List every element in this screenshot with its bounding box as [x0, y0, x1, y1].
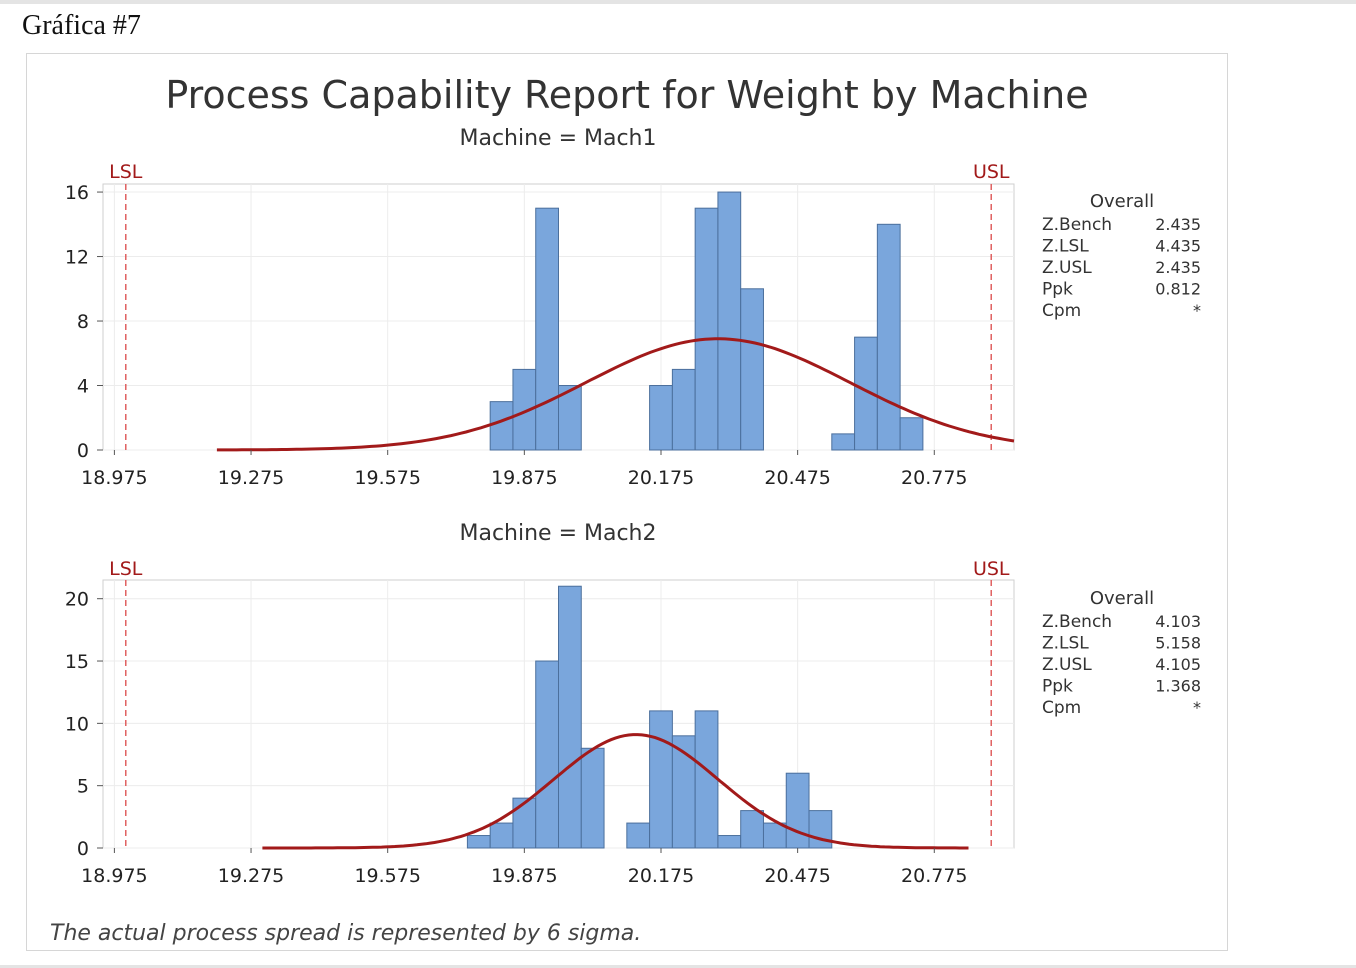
y-tick-label: 8 [77, 311, 89, 333]
histogram-bar [489, 401, 514, 451]
stat-value: 4.105 [1155, 655, 1201, 674]
histogram-bar [876, 223, 901, 451]
histogram-bar [626, 822, 651, 849]
panel-1: Machine = Mach1 LSL USL 0 4 8 12 16 18.975 19.275… [65, 126, 1201, 489]
stat-label: Z.USL [1042, 655, 1092, 675]
stat-value: 2.435 [1155, 215, 1201, 234]
y-tick-label: 16 [65, 182, 89, 204]
histogram-bar [512, 797, 537, 849]
histogram-bar [899, 417, 924, 451]
histogram-bar [671, 368, 696, 451]
chart-title: Process Capability Report for Weight by … [165, 73, 1088, 117]
lsl-label: LSL [109, 558, 143, 580]
histogram-bar [740, 288, 764, 451]
histogram-bar [580, 747, 605, 849]
stat-value: 2.435 [1155, 258, 1201, 277]
stats-header: Overall [1090, 588, 1154, 609]
document-heading: Gráfica #7 [22, 10, 141, 41]
y-tick-label: 15 [65, 651, 89, 673]
histogram-bar [717, 191, 742, 451]
y-tick-label: 12 [65, 247, 89, 269]
stat-label: Z.Bench [1042, 612, 1112, 632]
histogram-bar [649, 385, 673, 451]
stat-label: Cpm [1042, 301, 1081, 321]
histogram-bar [785, 772, 810, 849]
stats-header: Overall [1090, 191, 1154, 212]
histogram-bar [489, 822, 514, 849]
histogram-bar [649, 710, 673, 849]
stat-value: 4.103 [1155, 612, 1201, 631]
x-tick-label: 20.775 [901, 467, 967, 489]
normal-curve [262, 733, 969, 850]
y-tick-label: 20 [65, 589, 89, 611]
stat-label: Z.USL [1042, 258, 1092, 278]
stat-value: 5.158 [1155, 634, 1201, 653]
stat-value: 4.435 [1155, 237, 1201, 256]
chart-footnote: The actual process spread is represented… [50, 921, 641, 946]
bottom-border [0, 965, 1356, 968]
histogram-bar [831, 433, 856, 451]
panels-layer: Machine = Mach1 LSL USL 0 4 8 12 16 18.975 19.275… [65, 126, 1201, 887]
histogram-bar [558, 585, 582, 849]
stat-label: Z.LSL [1042, 634, 1089, 654]
stat-value: * [1193, 301, 1201, 320]
stat-value: 1.368 [1155, 677, 1201, 696]
histogram-bar [694, 710, 719, 849]
histogram-bar [694, 207, 719, 451]
x-tick-label: 19.575 [354, 467, 420, 489]
histogram-bar [717, 835, 742, 849]
top-border [0, 0, 1356, 4]
x-tick-label: 19.875 [491, 865, 557, 887]
stats-panel: Overall Z.Bench 2.435 Z.LSL 4.435 Z.USL 2.435 P… [1042, 191, 1201, 321]
histogram-bar [535, 207, 559, 451]
panel-subtitle: Machine = Mach2 [459, 521, 656, 546]
usl-label: USL [973, 161, 1010, 183]
stat-value: 0.812 [1155, 280, 1201, 299]
y-tick-label: 4 [77, 376, 89, 398]
x-tick-label: 20.475 [764, 467, 830, 489]
x-tick-label: 19.875 [491, 467, 557, 489]
x-tick-label: 19.275 [218, 865, 284, 887]
panel-2: Machine = Mach2 LSL USL 0 5 10 15 20 18.975 19.27… [65, 521, 1201, 887]
x-tick-label: 20.175 [628, 467, 694, 489]
histogram-bar [466, 835, 491, 849]
x-tick-label: 20.175 [628, 865, 694, 887]
x-tick-label: 19.575 [354, 865, 420, 887]
x-tick-label: 18.975 [81, 865, 147, 887]
stat-label: Z.Bench [1042, 215, 1112, 235]
x-tick-label: 20.475 [764, 865, 830, 887]
stat-label: Z.LSL [1042, 237, 1089, 257]
y-tick-label: 0 [77, 838, 89, 860]
histogram-bar [535, 660, 559, 849]
y-tick-label: 5 [77, 776, 89, 798]
normal-curve [216, 337, 1015, 452]
x-tick-label: 20.775 [901, 865, 967, 887]
stats-panel: Overall Z.Bench 4.103 Z.LSL 5.158 Z.USL 4.105 P… [1042, 588, 1201, 718]
histogram-bar [740, 810, 764, 849]
panel-subtitle: Machine = Mach1 [459, 126, 656, 151]
y-tick-label: 10 [65, 713, 89, 735]
stat-label: Ppk [1042, 280, 1073, 300]
histogram-bar [558, 385, 582, 451]
usl-label: USL [973, 558, 1010, 580]
x-tick-label: 19.275 [218, 467, 284, 489]
stat-label: Ppk [1042, 677, 1073, 697]
lsl-label: LSL [109, 161, 143, 183]
stat-value: * [1193, 698, 1201, 717]
x-tick-label: 18.975 [81, 467, 147, 489]
y-tick-label: 0 [77, 440, 89, 462]
stat-label: Cpm [1042, 698, 1081, 718]
histogram-bar [808, 810, 833, 849]
